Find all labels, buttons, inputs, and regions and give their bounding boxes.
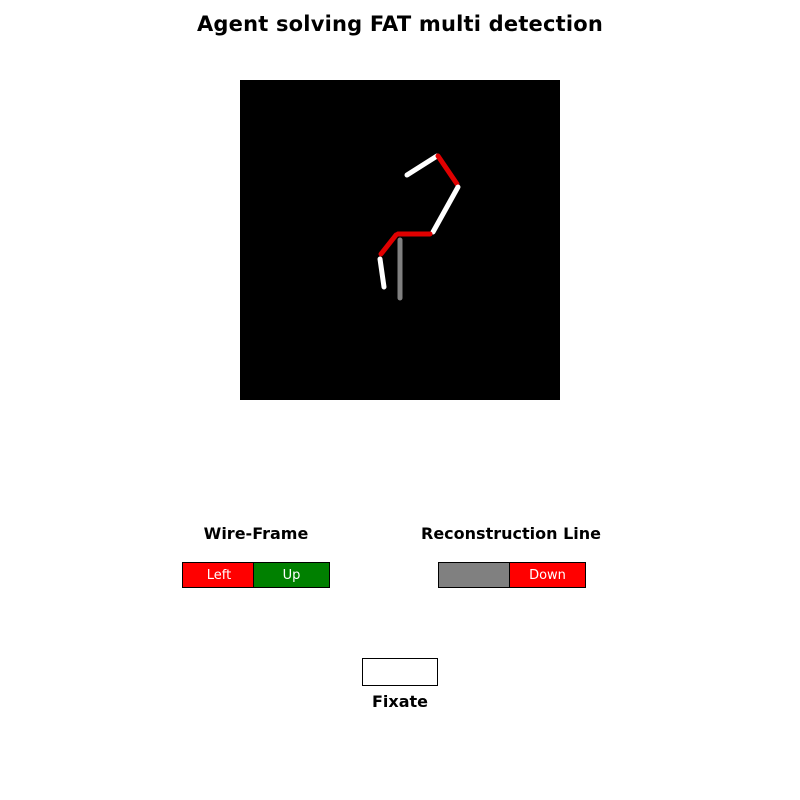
wireframe-cell-up: Up bbox=[253, 562, 330, 588]
segment-white-diagonal bbox=[433, 187, 458, 232]
agent-canvas bbox=[240, 80, 560, 400]
page-title: Agent solving FAT multi detection bbox=[0, 12, 800, 36]
segment-red-short bbox=[381, 235, 396, 254]
fixate-label: Fixate bbox=[300, 692, 500, 711]
reconstruction-cell-gray bbox=[438, 562, 512, 588]
segment-white-left bbox=[380, 259, 384, 287]
wireframe-label: Wire-Frame bbox=[146, 524, 366, 543]
reconstruction-label: Reconstruction Line bbox=[401, 524, 621, 543]
segment-red-top bbox=[438, 156, 457, 184]
wireframe-cell-left: Left bbox=[182, 562, 256, 588]
reconstruction-cell-down: Down bbox=[509, 562, 586, 588]
fixate-indicator bbox=[362, 658, 438, 686]
wireframe-drawing bbox=[240, 80, 560, 400]
segment-white-top bbox=[407, 156, 437, 175]
